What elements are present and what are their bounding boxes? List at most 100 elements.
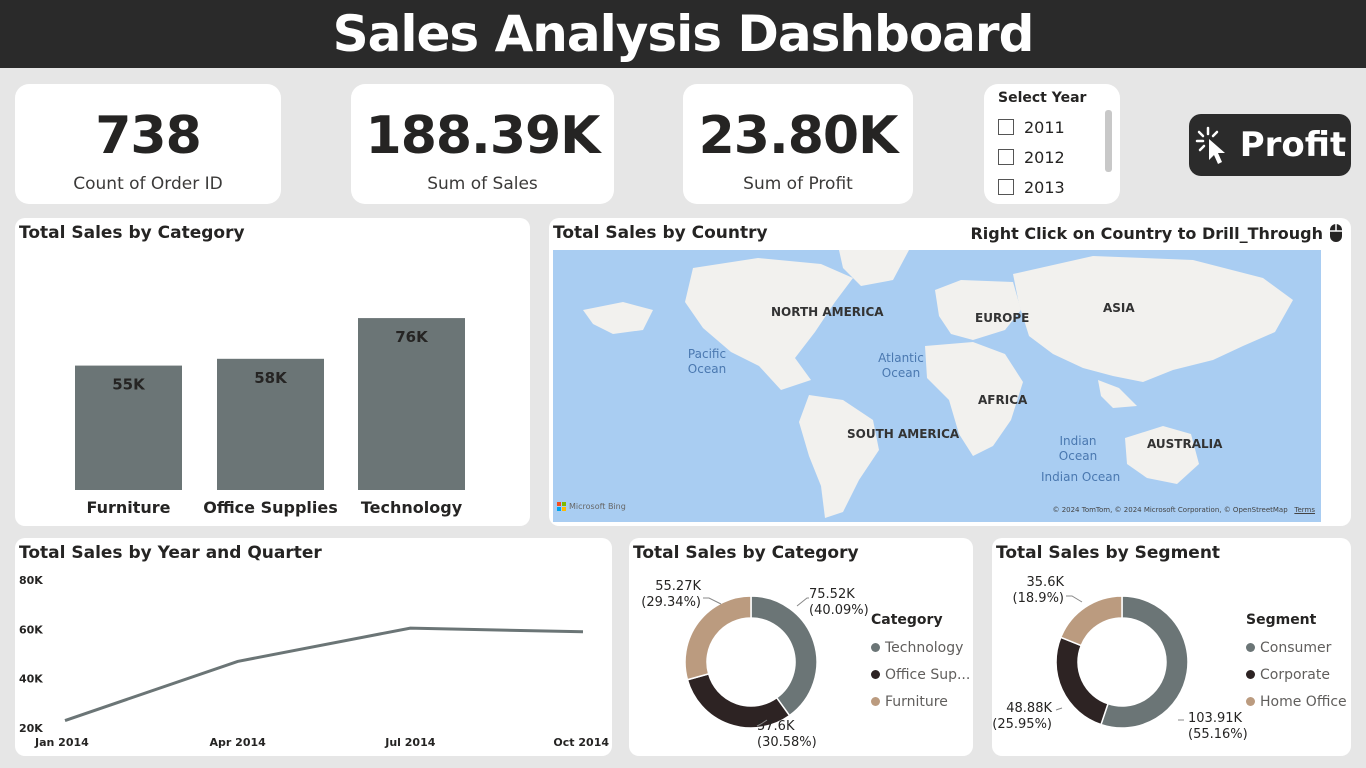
x-tick-label: Jul 2014 xyxy=(384,736,435,749)
chart-title: Total Sales by Category xyxy=(633,543,859,563)
slice-percent-label: (40.09%) xyxy=(809,603,869,618)
segment-legend: Segment Consumer Corporate Home Office xyxy=(1246,612,1347,715)
drill-through-hint: Right Click on Country to Drill_Through xyxy=(970,223,1343,243)
slice-percent-label: (25.95%) xyxy=(992,717,1052,732)
legend-item[interactable]: Technology xyxy=(871,634,970,661)
page-title: Sales Analysis Dashboard xyxy=(332,5,1035,63)
cursor-click-icon xyxy=(1195,126,1225,164)
slice-value-label: 57.6K xyxy=(757,719,795,734)
legend-item[interactable]: Office Sup... xyxy=(871,661,970,688)
kpi-label: Sum of Sales xyxy=(427,174,538,194)
mouse-icon xyxy=(1330,224,1342,242)
slice-value-label: 75.52K xyxy=(809,587,855,602)
bar[interactable] xyxy=(75,365,182,490)
donut-slice[interactable] xyxy=(750,595,818,717)
checkbox[interactable] xyxy=(998,179,1014,195)
slice-value-label: 55.27K xyxy=(655,579,701,594)
donut-slice[interactable] xyxy=(684,595,752,681)
leader-line xyxy=(703,597,722,605)
leader-line xyxy=(756,719,768,727)
slicer-option-2012[interactable]: 2012 xyxy=(998,142,1106,172)
legend-label: Technology xyxy=(885,639,964,656)
slice-value-label: 35.6K xyxy=(1027,575,1065,590)
bar-chart-panel: Total Sales by Category 55K Furniture 58K O… xyxy=(15,218,530,526)
x-tick-label: Jan 2014 xyxy=(34,736,89,749)
bing-text: Microsoft Bing xyxy=(569,502,626,511)
kpi-card-profit[interactable]: 23.80K Sum of Profit xyxy=(683,84,913,204)
world-map[interactable]: NORTH AMERICA SOUTH AMERICA EUROPE AFRIC… xyxy=(553,250,1321,522)
kpi-label: Sum of Profit xyxy=(743,174,853,194)
map-canvas xyxy=(583,250,1293,518)
checkbox[interactable] xyxy=(998,149,1014,165)
y-tick-label: 80K xyxy=(19,574,43,587)
ocean-label: Indian Ocean xyxy=(1058,434,1098,463)
kpi-card-sales[interactable]: 188.39K Sum of Sales xyxy=(351,84,614,204)
ocean-label: Indian Ocean xyxy=(1041,470,1121,484)
legend-label: Office Sup... xyxy=(885,666,971,683)
year-slicer: Select Year 2011 2012 2013 xyxy=(984,84,1120,204)
slicer-option-2011[interactable]: 2011 xyxy=(998,112,1106,142)
bar-category-label: Technology xyxy=(361,498,463,517)
chart-title: Total Sales by Segment xyxy=(996,543,1221,563)
bar-data-label: 55K xyxy=(112,376,146,394)
continent-label: NORTH AMERICA xyxy=(771,305,884,319)
ocean-label: Atlantic Ocean xyxy=(878,351,924,380)
kpi-label: Count of Order ID xyxy=(73,174,223,194)
donut-slice[interactable] xyxy=(1055,636,1109,726)
donut-slice[interactable] xyxy=(1059,595,1123,647)
legend-title: Segment xyxy=(1246,612,1317,628)
y-tick-label: 60K xyxy=(19,623,43,636)
continent-label: SOUTH AMERICA xyxy=(847,427,960,441)
legend-item[interactable]: Furniture xyxy=(871,688,970,715)
leader-line xyxy=(1055,707,1063,711)
attribution-text: © 2024 TomTom, © 2024 Microsoft Corporat… xyxy=(1052,506,1288,514)
leader-line xyxy=(1066,595,1083,603)
x-tick-label: Oct 2014 xyxy=(553,736,609,749)
category-donut-panel: Total Sales by Category 75.52K (40.09%) 57… xyxy=(629,538,973,756)
legend-item[interactable]: Home Office xyxy=(1246,688,1347,715)
slicer-option-2013[interactable]: 2013 xyxy=(998,172,1106,202)
terms-link[interactable]: Terms xyxy=(1294,506,1315,514)
line-chart-panel: Total Sales by Year and Quarter 80K 60K 40… xyxy=(15,538,612,756)
land-masses xyxy=(583,250,1293,518)
continent-label: AUSTRALIA xyxy=(1147,437,1223,451)
bar[interactable] xyxy=(358,318,465,490)
category-donut-chart: 75.52K(40.09%) 57.6K(30.58%) 55.27K(29.34%… xyxy=(641,579,869,750)
slice-percent-label: (55.16%) xyxy=(1188,727,1248,742)
legend-item[interactable]: Corporate xyxy=(1246,661,1347,688)
kpi-card-orders[interactable]: 738 Count of Order ID xyxy=(15,84,281,204)
segment-donut-panel: Total Sales by Segment 103.91K (55.16%) 48… xyxy=(992,538,1351,756)
leader-line xyxy=(796,597,809,607)
donut-slice[interactable] xyxy=(1100,595,1189,729)
legend-label: Consumer xyxy=(1260,639,1332,656)
ocean-label: Pacific Ocean xyxy=(687,347,727,376)
checkbox[interactable] xyxy=(998,119,1014,135)
chart-title: Total Sales by Year and Quarter xyxy=(19,543,322,563)
x-tick-label: Apr 2014 xyxy=(210,736,267,749)
bar-category-label: Office Supplies xyxy=(203,498,338,517)
bar-category-label: Furniture xyxy=(86,498,170,517)
map-attribution: © 2024 TomTom, © 2024 Microsoft Corporat… xyxy=(1052,506,1315,514)
profit-button-label: Profit xyxy=(1239,125,1347,165)
slicer-title: Select Year xyxy=(998,90,1087,106)
dashboard-header: Sales Analysis Dashboard xyxy=(0,0,1366,68)
legend-label: Furniture xyxy=(885,693,948,710)
slicer-option-label: 2012 xyxy=(1024,147,1065,167)
profit-button[interactable]: Profit xyxy=(1189,114,1351,176)
slicer-scrollbar[interactable] xyxy=(1105,110,1112,172)
kpi-value: 738 xyxy=(95,106,202,166)
y-tick-label: 40K xyxy=(19,673,43,686)
legend-label: Corporate xyxy=(1260,666,1330,683)
slice-value-label: 103.91K xyxy=(1188,711,1242,726)
bing-logo: Microsoft Bing xyxy=(557,502,626,511)
kpi-value: 188.39K xyxy=(365,106,601,166)
legend-item[interactable]: Consumer xyxy=(1246,634,1347,661)
continent-label: EUROPE xyxy=(975,311,1030,325)
slice-value-label: 48.88K xyxy=(1006,701,1052,716)
slice-percent-label: (29.34%) xyxy=(641,595,701,610)
slicer-option-label: 2011 xyxy=(1024,117,1065,137)
map-panel: Total Sales by Country Right Click on Co… xyxy=(549,218,1351,526)
bar[interactable] xyxy=(217,358,324,490)
series-line[interactable] xyxy=(64,626,584,723)
